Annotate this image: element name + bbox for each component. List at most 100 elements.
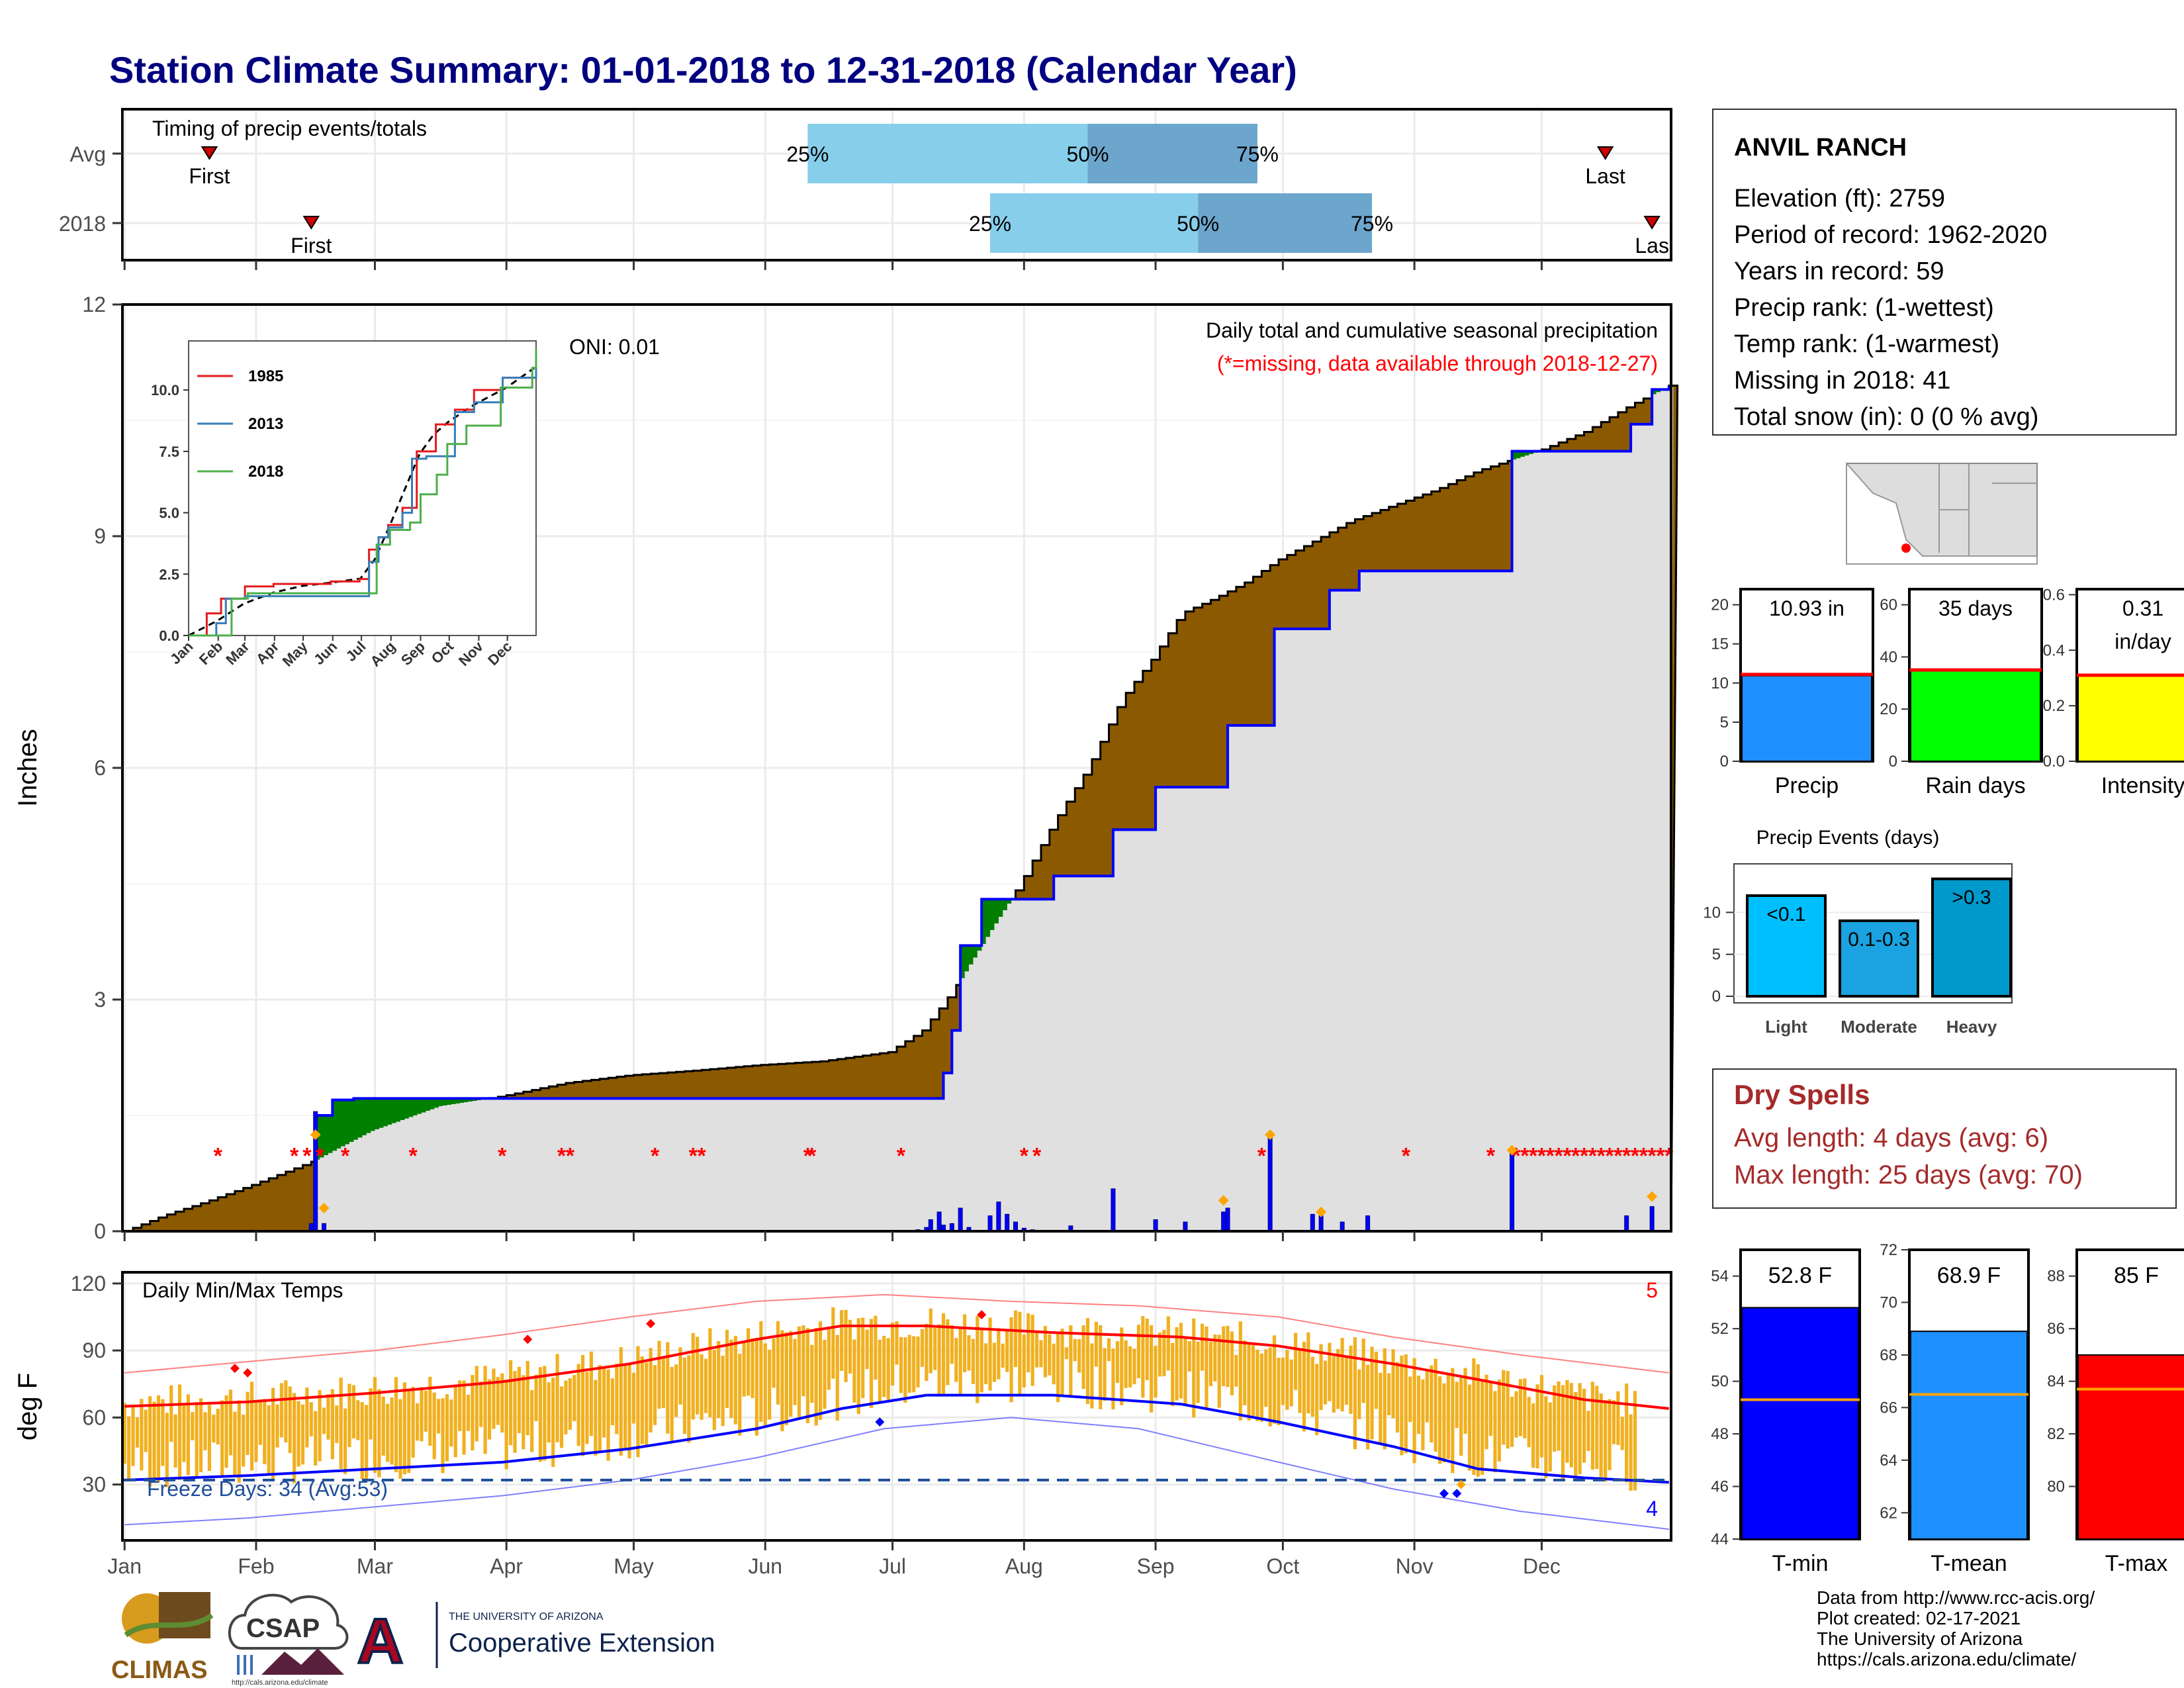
daily-temp-bar [411, 1386, 415, 1458]
precip-y-tick-label: 6 [94, 756, 106, 780]
missing-day-marker: * [1402, 1143, 1411, 1168]
inset-y-tick-label: 5.0 [159, 505, 179, 522]
event-bar-label: Light [1765, 1017, 1807, 1037]
daily-temp-bar [1430, 1365, 1433, 1443]
daily-temp-bar [1268, 1347, 1272, 1427]
csap-logo-cloud [228, 1593, 349, 1650]
daily-temp-bar [1243, 1340, 1247, 1405]
ua-logo-letter: A [357, 1606, 403, 1677]
daily-temp-bar [1013, 1310, 1018, 1368]
missing-day-marker: * [807, 1143, 817, 1168]
dry-spells-max: Max length: 25 days (avg: 70) [1734, 1160, 2083, 1190]
daily-temp-bar [704, 1358, 708, 1413]
freeze-days-label: Freeze Days: 34 (Avg:53) [147, 1477, 388, 1501]
temp-stat-tick-label: 52 [1711, 1320, 1729, 1338]
daily-temp-bar [1539, 1375, 1544, 1458]
station-info-line: Elevation (ft): 2759 [1734, 185, 1945, 212]
daily-temp-bar [1395, 1362, 1400, 1433]
timing-p25-label: 25% [786, 142, 829, 166]
daily-precip-bar [1153, 1219, 1158, 1232]
daily-temp-bar [717, 1340, 721, 1419]
daily-temp-bar [182, 1403, 186, 1462]
daily-temp-bar [882, 1336, 886, 1397]
stat-tick-label: 0.0 [2043, 753, 2065, 771]
daily-temp-bar [640, 1356, 644, 1444]
missing-day-marker: * [1656, 1143, 1665, 1168]
daily-temp-bar [390, 1397, 394, 1465]
daily-temp-bar [305, 1387, 309, 1448]
daily-temp-bar [309, 1402, 313, 1436]
daily-temp-bar [462, 1380, 466, 1455]
daily-temp-bar [1625, 1383, 1629, 1483]
daily-temp-bar [1205, 1326, 1208, 1410]
station-info-line: Years in record: 59 [1734, 258, 1944, 285]
daily-temp-bar [1285, 1350, 1289, 1410]
temp-stat-tick-label: 84 [2047, 1373, 2065, 1391]
daily-temp-bar [1272, 1335, 1277, 1424]
temp-stat-bar [1741, 1307, 1859, 1540]
month-label: Aug [1005, 1554, 1043, 1578]
daily-temp-bar [1408, 1376, 1412, 1423]
missing-day-marker: * [566, 1143, 575, 1168]
daily-temp-bar [343, 1408, 347, 1474]
daily-temp-bar [543, 1366, 547, 1461]
daily-temp-bar [1183, 1338, 1187, 1404]
daily-temp-bar [1200, 1323, 1205, 1371]
daily-temp-bar [127, 1416, 131, 1479]
daily-temp-bar [407, 1389, 411, 1474]
daily-temp-bar [500, 1373, 504, 1433]
record-min-line [124, 1417, 1669, 1530]
daily-temp-bar [814, 1327, 818, 1426]
daily-precip-bar [1340, 1221, 1345, 1232]
daily-temp-bar [754, 1338, 759, 1436]
estimated-temp-point [1456, 1479, 1466, 1489]
daily-temp-bar [365, 1405, 369, 1479]
daily-temp-bar [1090, 1343, 1094, 1409]
missing-day-marker: * [1588, 1143, 1598, 1168]
daily-temp-bar [844, 1309, 848, 1382]
daily-temp-bar [228, 1389, 233, 1456]
daily-temp-bar [1018, 1311, 1022, 1395]
daily-temp-bar [1332, 1356, 1336, 1413]
daily-temp-bar [547, 1382, 551, 1443]
stat-value-text: 10.93 in [1769, 596, 1844, 620]
daily-temp-bar [950, 1325, 954, 1364]
timing-title: Timing of precip events/totals [152, 117, 427, 140]
daily-temp-bar [670, 1366, 674, 1443]
daily-temp-bar [1115, 1340, 1119, 1383]
daily-temp-bar [1548, 1402, 1552, 1472]
daily-temp-bar [1404, 1354, 1408, 1454]
timing-quartile-bar-low [807, 124, 1088, 183]
daily-temp-bar [271, 1387, 275, 1479]
daily-precip-bar [1225, 1207, 1230, 1232]
daily-temp-bar [976, 1315, 979, 1403]
daily-temp-bar [1472, 1358, 1476, 1476]
daily-temp-bar [1315, 1364, 1319, 1436]
timing-p50-label: 50% [1177, 212, 1219, 236]
timing-p25-label: 25% [969, 212, 1011, 236]
daily-temp-bar [941, 1313, 946, 1394]
record-high-point [230, 1364, 240, 1374]
daily-temp-bar [1136, 1325, 1141, 1379]
timing-axis: Avg 2018 [59, 142, 1543, 270]
daily-temp-bar [1259, 1353, 1263, 1422]
daily-temp-bar [1294, 1333, 1298, 1390]
station-location-marker [1901, 543, 1911, 553]
stat-tick-label: 0.4 [2043, 641, 2065, 659]
daily-temp-bar [466, 1394, 471, 1431]
daily-temp-bar [449, 1399, 453, 1447]
event-bar-text: >0.3 [1952, 887, 1991, 909]
daily-temp-bar [394, 1377, 398, 1473]
daily-temp-bar [687, 1355, 691, 1443]
daily-temp-bar [1150, 1325, 1154, 1413]
daily-temp-bar [615, 1364, 619, 1434]
daily-temp-bar [1569, 1383, 1573, 1468]
ua-logo-small: THE UNIVERSITY OF ARIZONA [449, 1611, 604, 1622]
daily-temp-bar [780, 1330, 784, 1432]
csap-logo-mountain [261, 1648, 344, 1675]
daily-temp-bar [594, 1380, 598, 1456]
climas-logo-text: CLIMAS [111, 1656, 208, 1684]
daily-temp-bar [852, 1339, 856, 1403]
daily-precip-bar [1365, 1215, 1371, 1232]
daily-temp-bar [483, 1366, 487, 1454]
